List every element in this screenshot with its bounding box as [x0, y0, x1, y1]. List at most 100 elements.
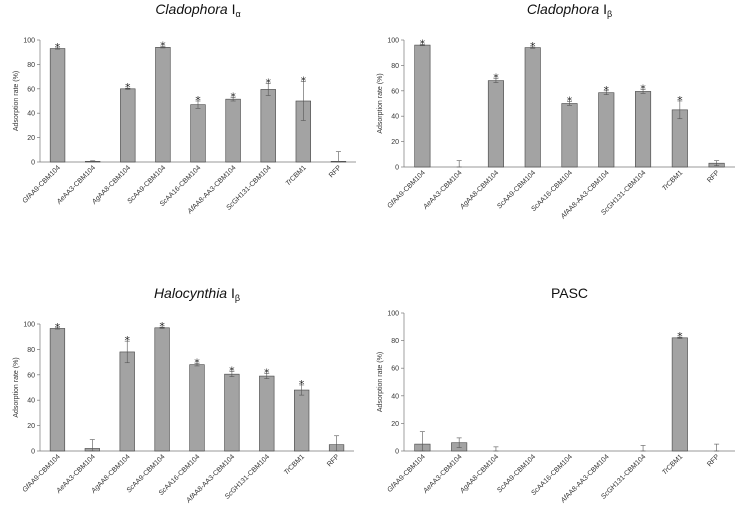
title-italic: Cladophora [527, 1, 600, 17]
y-tick-label: 80 [391, 338, 399, 345]
label-rest: AA9-CBM104 [502, 169, 537, 204]
label-rest: AA3-CBM104 [62, 164, 97, 199]
y-tick-label: 60 [27, 372, 35, 379]
label-organism: Tr [283, 467, 293, 477]
y-tick-label: 20 [391, 421, 399, 428]
label-organism: Ae [422, 200, 434, 212]
chart-svg: Cladophora Iβ 0 20 40 60 80 100 Adsorption rate… [377, 1, 735, 221]
label-organism: Ag [458, 484, 470, 496]
bar [49, 328, 66, 452]
bar [120, 88, 136, 163]
significance-mark: * [264, 367, 270, 380]
label-rest: AA9-CBM104 [392, 453, 427, 488]
label-rest: AA9-CBM104 [131, 453, 166, 488]
y-tick-label: 80 [27, 347, 35, 354]
y-axis-label: Adsorption rate (%) [377, 73, 384, 133]
x-tick-label: RFP [706, 169, 721, 184]
bar [119, 351, 135, 452]
y-axis-label: Adsorption rate (%) [13, 71, 20, 131]
label-organism: Sc [496, 483, 507, 494]
label-organism: Sc [530, 202, 541, 213]
label-organism: Gf [386, 483, 397, 494]
chart-title: Cladophora Iβ [527, 1, 612, 19]
x-tick-label: AeAA3-CBM104 [422, 169, 464, 211]
x-tick-label: AeAA3-CBM104 [422, 453, 464, 495]
label-rest: AA8-CBM104 [465, 453, 500, 488]
bar [635, 91, 652, 168]
y-tick-label: 40 [391, 393, 399, 400]
label-organism: Gf [386, 199, 397, 210]
y-axis-label: Adsorption rate (%) [13, 357, 20, 417]
label-organism: Sc [158, 486, 169, 497]
chart-title: Cladophora Iα [155, 1, 240, 19]
label-organism: Sc [600, 206, 611, 217]
label-rest: AA8-CBM104 [96, 453, 131, 488]
label-rest: GH131-CBM104 [606, 169, 648, 211]
label-organism: Tr [285, 178, 295, 188]
chart-title: Halocynthia Iβ [154, 285, 240, 303]
significance-mark: * [640, 83, 646, 96]
label-rest: CBM1 [666, 453, 685, 472]
label-organism: Sc [159, 197, 170, 208]
x-tick-label: TrCBM1 [285, 164, 308, 187]
chart-cladophora-alpha: Cladophora Iα 0 20 40 60 80 100 Adsorption rate… [0, 0, 376, 262]
y-tick-label: 60 [27, 86, 35, 93]
label-organism: Ae [55, 195, 67, 207]
label-rest: CBM1 [287, 453, 306, 472]
x-tick-label: GfAA9-CBM104 [21, 453, 62, 494]
bar [487, 80, 504, 168]
label-organism: Af [559, 210, 570, 221]
significance-mark: * [420, 37, 426, 50]
y-tick-label: 60 [391, 366, 399, 373]
title-roman: I [599, 1, 607, 17]
x-tick-label: TrCBM1 [283, 453, 306, 476]
label-organism: Tr [661, 183, 671, 193]
y-tick-label: 100 [23, 38, 35, 45]
x-tick-label: AgAA8-CBM104 [458, 453, 500, 495]
x-tick-label: ScAA9-CBM104 [126, 164, 167, 205]
label-organism: Sc [530, 486, 541, 497]
significance-mark: * [677, 330, 683, 343]
significance-mark: * [160, 40, 166, 53]
bar [224, 373, 240, 452]
label-organism: Gf [22, 194, 33, 205]
label-rest: AA9-CBM104 [27, 164, 62, 199]
chart-svg: Halocynthia Iβ 0 20 40 60 80 100 Adsorption rat… [13, 285, 354, 505]
title-roman: I [227, 285, 235, 301]
significance-mark: * [265, 76, 271, 89]
x-tick-label: RFP [706, 453, 721, 468]
title-italic: Cladophora [155, 1, 228, 17]
label-rest: GH131-CBM104 [230, 453, 272, 495]
label-organism: Ae [422, 484, 434, 496]
x-tick-label: RFP [328, 164, 343, 179]
label-organism: Ag [458, 200, 470, 212]
y-axis-label: Adsorption rate (%) [377, 352, 384, 412]
chart-title: PASC [551, 285, 588, 301]
y-tick-label: 40 [27, 111, 35, 118]
significance-mark: * [194, 356, 200, 369]
significance-mark: * [125, 81, 131, 94]
x-tick-label: TrCBM1 [661, 169, 684, 192]
label-rest: GH131-CBM104 [231, 164, 273, 206]
y-tick-label: 20 [391, 139, 399, 146]
label-rest: AA16-CBM104 [536, 453, 574, 491]
bar [155, 47, 171, 163]
significance-mark: * [159, 320, 165, 333]
significance-mark: * [604, 84, 610, 97]
significance-mark: * [124, 334, 130, 347]
label-rest: CBM1 [666, 169, 685, 188]
significance-mark: * [229, 365, 235, 378]
chart-svg: Cladophora Iα 0 20 40 60 80 100 Adsorption rate… [13, 1, 356, 216]
y-tick-label: 0 [31, 449, 35, 456]
bar [154, 327, 170, 452]
label-organism: Sc [126, 194, 137, 205]
title-subscript: β [235, 293, 240, 303]
label-organism: Ag [90, 484, 102, 496]
chart-pasc: PASC 0 20 40 60 80 100 Adsorption rate (%) GfAA9… [377, 257, 753, 519]
y-tick-label: 0 [395, 449, 399, 456]
label-rest: AA3-CBM104 [428, 453, 463, 488]
bar [260, 89, 276, 163]
label-rest: AA16-CBM104 [163, 453, 201, 491]
bar [190, 104, 206, 163]
y-tick-label: 60 [391, 88, 399, 95]
